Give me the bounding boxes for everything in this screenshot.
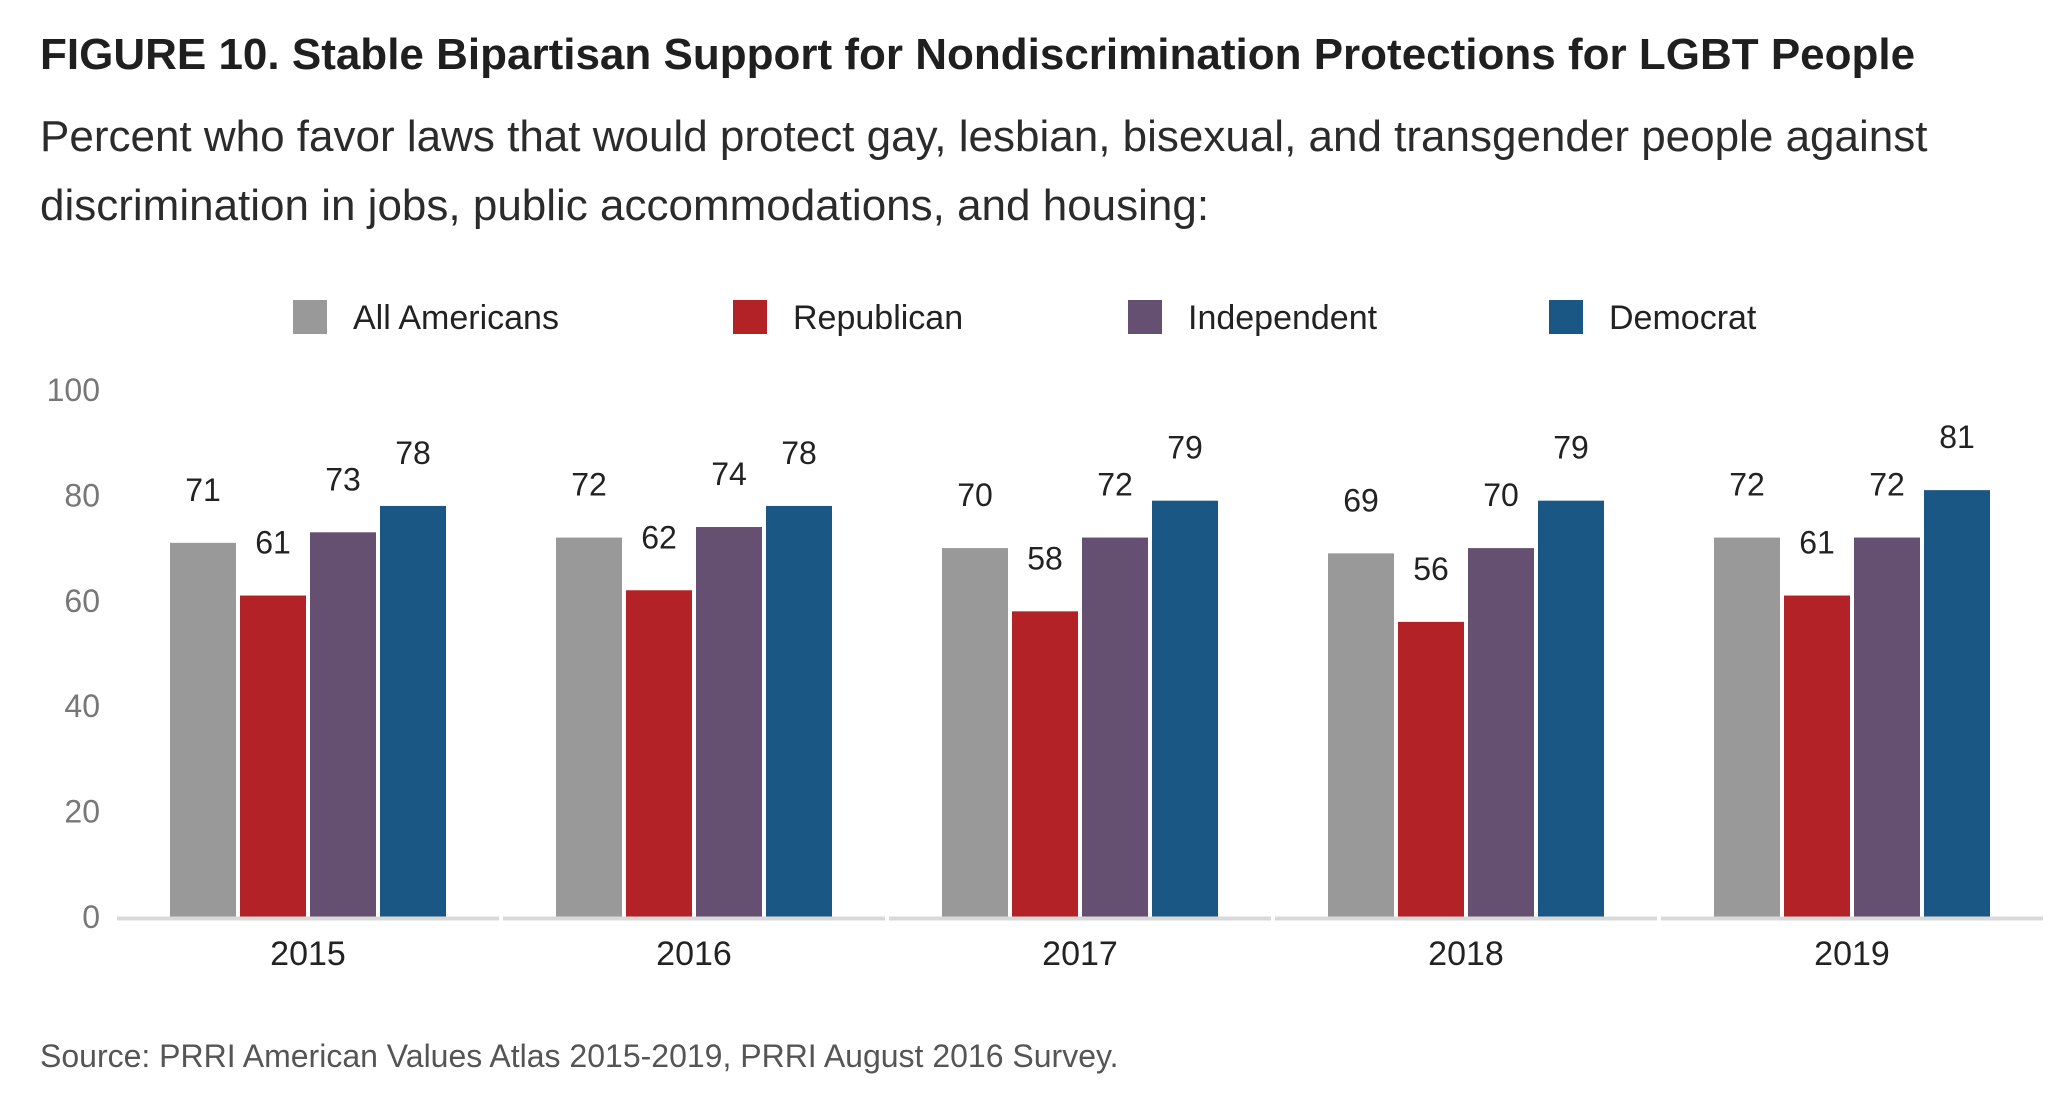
- legend-label: All Americans: [353, 299, 559, 337]
- bar-chart: All Americans Republican Independent Democr…: [47, 299, 2043, 973]
- y-tick-label: 40: [64, 688, 100, 724]
- legend-swatch: [1549, 300, 1583, 334]
- legend-label: Independent: [1188, 299, 1378, 337]
- data-label: 78: [781, 435, 817, 471]
- data-label: 61: [1799, 525, 1835, 561]
- bar-group-2016: 72 62 74 78: [556, 435, 832, 917]
- y-tick-label: 80: [64, 477, 100, 513]
- data-label: 72: [1869, 467, 1905, 503]
- bar-all-americans-2018: [1328, 553, 1394, 917]
- data-label: 79: [1167, 430, 1203, 466]
- y-tick-label: 0: [82, 899, 100, 935]
- data-label: 61: [255, 525, 291, 561]
- data-label: 73: [325, 461, 361, 497]
- data-label: 72: [571, 467, 607, 503]
- x-tick-label: 2018: [1428, 935, 1504, 973]
- legend-item-all-americans: All Americans: [293, 299, 559, 337]
- source-note: Source: PRRI American Values Atlas 2015-…: [40, 1038, 1119, 1074]
- data-label: 62: [641, 519, 677, 555]
- data-label: 72: [1729, 467, 1765, 503]
- bar-all-americans-2019: [1714, 537, 1780, 917]
- x-tick-label: 2015: [270, 935, 346, 973]
- data-label: 71: [185, 472, 221, 508]
- y-tick-label: 20: [64, 794, 100, 830]
- bar-republican-2016: [626, 590, 692, 917]
- legend-swatch: [1128, 300, 1162, 334]
- bar-republican-2017: [1012, 611, 1078, 917]
- chart-title: FIGURE 10. Stable Bipartisan Support for…: [40, 30, 1916, 79]
- legend-item-democrat: Democrat: [1549, 299, 1757, 337]
- data-label: 70: [1483, 477, 1519, 513]
- bar-democrat-2018: [1538, 500, 1604, 917]
- x-tick-label: 2016: [656, 935, 732, 973]
- y-tick-label: 100: [47, 372, 100, 408]
- bar-republican-2018: [1398, 621, 1464, 917]
- bar-group-2018: 69 56 70 79: [1328, 430, 1604, 917]
- y-tick-label: 60: [64, 583, 100, 619]
- data-label: 72: [1097, 467, 1133, 503]
- legend: All Americans Republican Independent Democr…: [293, 299, 1757, 337]
- data-label: 78: [395, 435, 431, 471]
- x-axis: 2015 2016 2017 2018 2019: [117, 916, 2043, 973]
- legend-item-republican: Republican: [733, 299, 963, 337]
- y-axis: 0 20 40 60 80 100: [47, 372, 100, 935]
- bar-republican-2015: [240, 595, 306, 917]
- data-label: 70: [957, 477, 993, 513]
- bar-democrat-2017: [1152, 500, 1218, 917]
- bar-democrat-2016: [766, 505, 832, 917]
- bar-group-2019: 72 61 72 81: [1714, 419, 1990, 917]
- bar-independent-2019: [1854, 537, 1920, 917]
- legend-label: Democrat: [1609, 299, 1757, 337]
- data-label: 69: [1343, 482, 1379, 518]
- bar-group-2017: 70 58 72 79: [942, 430, 1218, 917]
- bars: 71 61 73 78 72 62 74 78 70 58 72 79 69 56 70 79 72 61 72 81: [170, 419, 1990, 917]
- bar-independent-2016: [696, 527, 762, 917]
- bar-all-americans-2016: [556, 537, 622, 917]
- bar-independent-2017: [1082, 537, 1148, 917]
- bar-republican-2019: [1784, 595, 1850, 917]
- bar-independent-2018: [1468, 548, 1534, 917]
- bar-group-2015: 71 61 73 78: [170, 435, 446, 917]
- data-label: 58: [1027, 540, 1063, 576]
- x-tick-label: 2019: [1814, 935, 1890, 973]
- legend-swatch: [293, 300, 327, 334]
- legend-swatch: [733, 300, 767, 334]
- chart-subtitle: Percent who favor laws that would protec…: [40, 112, 1928, 230]
- data-label: 79: [1553, 430, 1589, 466]
- legend-label: Republican: [793, 299, 963, 337]
- bar-independent-2015: [310, 532, 376, 917]
- data-label: 74: [711, 456, 747, 492]
- data-label: 81: [1939, 419, 1975, 455]
- legend-item-independent: Independent: [1128, 299, 1378, 337]
- bar-democrat-2019: [1924, 490, 1990, 917]
- bar-all-americans-2017: [942, 548, 1008, 917]
- bar-democrat-2015: [380, 505, 446, 917]
- x-tick-label: 2017: [1042, 935, 1118, 973]
- data-label: 56: [1413, 551, 1449, 587]
- bar-all-americans-2015: [170, 542, 236, 917]
